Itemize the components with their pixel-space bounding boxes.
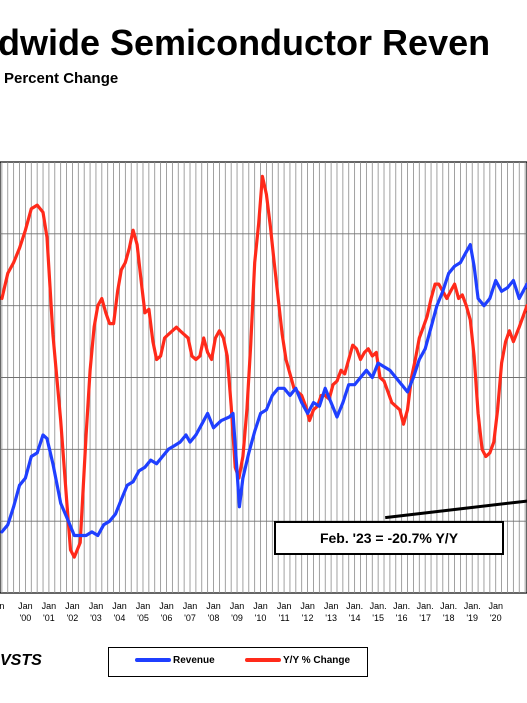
x-tick-label-bottom: '04 xyxy=(114,613,126,623)
chart-subtitle: Percent Change xyxy=(4,70,119,87)
x-tick-label-bottom: '15 xyxy=(372,613,384,623)
x-tick-label-top: Jan xyxy=(18,601,33,611)
legend-item-yy-change: Y/Y % Change xyxy=(245,655,350,666)
x-tick-label-top: Jan xyxy=(230,601,245,611)
legend-label-yy-change: Y/Y % Change xyxy=(283,655,351,666)
x-tick-label-top: Jan xyxy=(136,601,151,611)
x-tick-label-top: Jan xyxy=(253,601,268,611)
x-tick-label-bottom: '11 xyxy=(279,613,290,623)
x-tick-label-bottom: '08 xyxy=(208,613,220,623)
x-tick-label-top: Jan. xyxy=(417,601,434,611)
legend: Revenue Y/Y % Change xyxy=(108,647,368,677)
legend-label-revenue: Revenue xyxy=(173,655,215,666)
source-label: VSTS xyxy=(0,652,42,669)
x-tick-label-top: Jan xyxy=(277,601,292,611)
x-tick-label-bottom: '18 xyxy=(443,613,455,623)
x-tick-label-top: Jan. xyxy=(464,601,481,611)
x-tick-label-top: Jan xyxy=(65,601,80,611)
chart-title: dwide Semiconductor Reven xyxy=(0,22,491,63)
x-tick-label-top: Jan. xyxy=(440,601,457,611)
x-tick-label-top: Jan xyxy=(112,601,127,611)
x-tick-label-bottom: '20 xyxy=(490,613,502,623)
series-line-yy-change xyxy=(0,174,527,559)
x-tick-label-bottom: '02 xyxy=(67,613,79,623)
x-tick-label-bottom: '16 xyxy=(396,613,408,623)
x-tick-label-bottom: '03 xyxy=(90,613,102,623)
x-axis-ticks: n Jan '00 Jan '01 Jan '02 Jan '03 Jan '04 Jan '05 Jan… xyxy=(0,601,503,623)
x-tick-label-bottom: '19 xyxy=(466,613,478,623)
x-tick-label-bottom: '14 xyxy=(349,613,361,623)
x-tick-label-bottom: '17 xyxy=(419,613,431,623)
x-tick-label-bottom: '06 xyxy=(161,613,173,623)
legend-item-revenue: Revenue xyxy=(135,655,215,666)
x-tick-label-top: Jan xyxy=(488,601,503,611)
x-tick-label-top: Jan. xyxy=(370,601,387,611)
x-tick-label-bottom: '05 xyxy=(137,613,149,623)
annotation-pointer-line xyxy=(385,499,527,520)
x-tick-label-top: Jan xyxy=(159,601,174,611)
x-tick-label-top: Jan xyxy=(300,601,315,611)
annotation-callout: Feb. '23 = -20.7% Y/Y xyxy=(274,521,504,555)
x-tick-label-bottom: '12 xyxy=(302,613,314,623)
x-tick-label-bottom: '00 xyxy=(20,613,32,623)
legend-swatch-revenue xyxy=(135,658,171,663)
legend-swatch-yy-change xyxy=(245,658,281,663)
x-tick-label-bottom: '10 xyxy=(255,613,267,623)
x-tick-label-top: Jan xyxy=(206,601,221,611)
line-chart: n Jan '00 Jan '01 Jan '02 Jan '03 Jan '04 Jan '05 Jan… xyxy=(0,161,527,623)
x-tick-label-bottom: '07 xyxy=(184,613,196,623)
x-tick-label-bottom: '09 xyxy=(231,613,243,623)
x-tick-label-bottom: '01 xyxy=(43,613,55,623)
x-tick-label-bottom: '13 xyxy=(325,613,337,623)
x-tick-label-top: Jan xyxy=(324,601,339,611)
x-tick-label-top: Jan. xyxy=(393,601,410,611)
series-lines xyxy=(0,174,527,559)
x-tick-label-top: Jan xyxy=(183,601,198,611)
x-tick-label-top: Jan. xyxy=(346,601,363,611)
x-tick-label-top: Jan xyxy=(89,601,104,611)
series-line-revenue xyxy=(0,243,527,538)
x-tick-label-top: n xyxy=(0,601,4,611)
x-tick-label-top: Jan xyxy=(42,601,57,611)
